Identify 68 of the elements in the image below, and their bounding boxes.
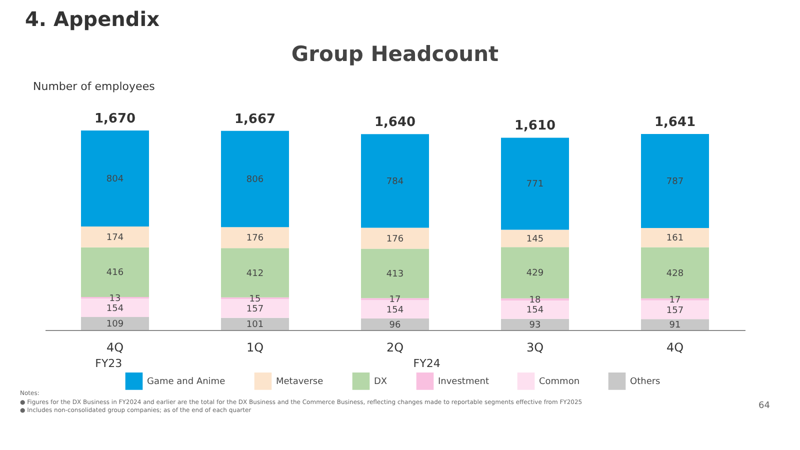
data-label: 416 (106, 268, 124, 278)
bar (361, 228, 429, 249)
bar (81, 316, 149, 330)
data-label: 174 (106, 232, 124, 243)
bar (81, 226, 149, 248)
total-label: 1,641 (654, 114, 696, 130)
x-tick-label: 3Q (526, 340, 544, 354)
data-label: 413 (386, 269, 404, 280)
legend-label: Game and Anime (147, 377, 226, 388)
data-label: 17 (389, 295, 401, 306)
bar (221, 318, 289, 330)
bar (501, 138, 569, 230)
data-label: 787 (666, 176, 684, 187)
y-axis-title: Number of employees (33, 80, 156, 93)
x-tick-label: 2Q (386, 340, 404, 354)
x-tick-label: 4Q (106, 340, 124, 354)
data-label: 96 (389, 320, 401, 330)
bar (81, 130, 149, 227)
data-label: 18 (529, 295, 541, 306)
data-label: 771 (526, 180, 544, 190)
data-label: 176 (386, 234, 404, 244)
chart-subtitle: Group Headcount (291, 42, 499, 66)
bar (501, 230, 569, 248)
data-label: 17 (669, 295, 681, 306)
data-label: 806 (246, 175, 264, 186)
data-label: 15 (249, 294, 261, 304)
bar (501, 318, 569, 330)
text: FY23 (95, 357, 122, 370)
data-label: 412 (246, 268, 264, 279)
x-tick-label: 1Q (246, 340, 264, 354)
bar (361, 300, 429, 319)
legend-label: Common (539, 377, 580, 388)
data-label: 13 (109, 294, 121, 304)
bar (361, 318, 429, 330)
data-label: 101 (246, 320, 264, 330)
data-label: 161 (666, 234, 684, 244)
data-label: 145 (526, 234, 544, 244)
text: FY24 (413, 357, 440, 370)
total-label: 1,610 (514, 118, 556, 134)
data-label: 157 (666, 306, 684, 316)
data-label: 157 (246, 304, 264, 315)
text: 64 (758, 401, 770, 411)
bar (641, 134, 709, 228)
data-label: 154 (106, 304, 124, 314)
legend-label: Others (630, 377, 661, 388)
data-label: 428 (666, 268, 684, 279)
legend-label: Metaverse (276, 377, 324, 388)
data-label: 176 (246, 234, 264, 244)
data-label: 109 (106, 319, 124, 330)
bar (641, 228, 709, 248)
data-label: 93 (529, 320, 541, 330)
x-tick-label: 4Q (666, 340, 684, 354)
total-label: 1,640 (374, 115, 416, 130)
data-label: 154 (386, 305, 404, 316)
total-label: 1,670 (94, 112, 136, 127)
data-label: 804 (106, 174, 124, 185)
bar (221, 130, 289, 228)
legend-label: Investment (438, 377, 490, 388)
legend-label: DX (374, 377, 388, 388)
bar (361, 134, 429, 228)
data-label: 784 (386, 176, 404, 187)
total-label: 1,667 (234, 112, 276, 127)
bar (221, 227, 289, 248)
data-label: 429 (526, 268, 544, 279)
chart-title: 4. Appendix (25, 7, 160, 31)
data-label: 91 (669, 320, 681, 331)
data-label: 154 (526, 306, 544, 316)
bar (641, 319, 709, 330)
